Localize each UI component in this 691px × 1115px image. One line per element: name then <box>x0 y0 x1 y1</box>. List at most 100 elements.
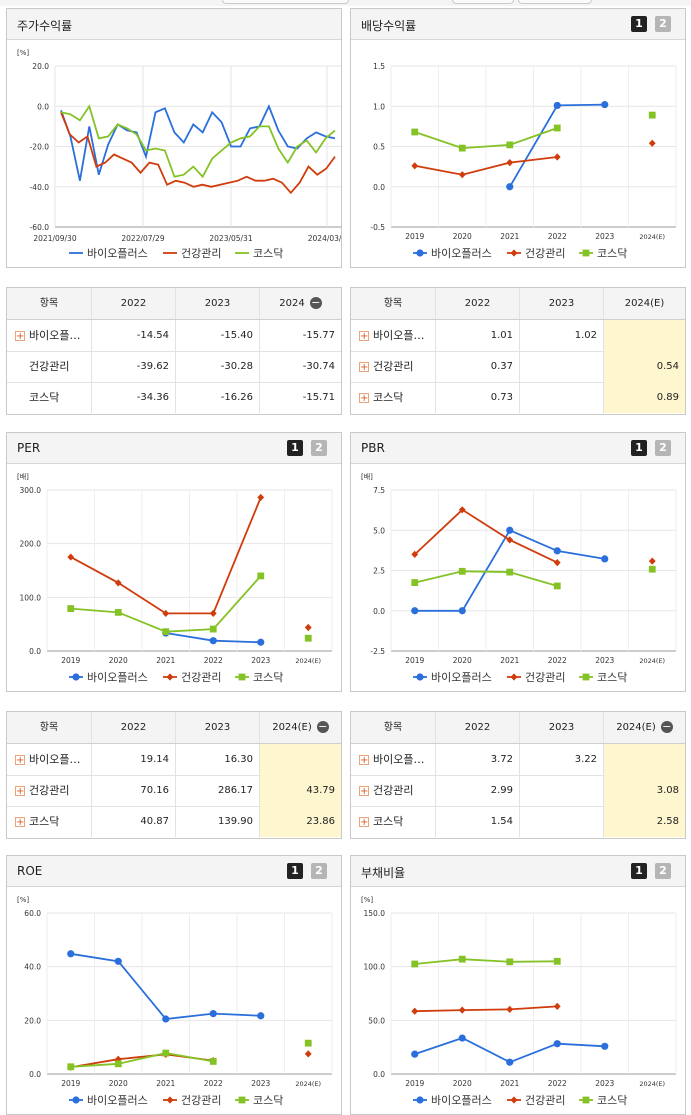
data-point-kosdaq <box>458 567 466 575</box>
plus-square-icon[interactable]: + <box>15 817 25 828</box>
top-control-right[interactable] <box>518 0 592 4</box>
row-label: 코스닥 <box>373 391 404 404</box>
series-line-kosdaq <box>414 570 558 587</box>
x-tick-label: 2019 <box>61 656 80 665</box>
plus-square-icon[interactable]: + <box>15 786 25 797</box>
data-point-kosdaq <box>506 141 514 149</box>
top-control-left[interactable] <box>222 0 349 4</box>
pager-button-2[interactable]: 2 <box>655 16 671 32</box>
plus-square-icon[interactable]: + <box>15 755 25 766</box>
panel-header: ROE 1 2 <box>7 856 341 887</box>
table-cell: 23.86 <box>259 806 341 837</box>
pager-button-1[interactable]: 1 <box>631 863 647 879</box>
pager-button-1[interactable]: 1 <box>631 16 647 32</box>
row-label-cell: + 바이오플… <box>7 744 91 775</box>
data-point-kosdaq <box>67 1063 75 1071</box>
x-tick-label: 2022 <box>548 1079 567 1088</box>
legend-item-bio: 바이오플러스 <box>431 1094 492 1107</box>
row-label: 코스닥 <box>29 391 60 404</box>
data-point-health <box>506 159 514 167</box>
table-header-cell: 2022 <box>435 712 519 743</box>
legend-marker-kosdaq <box>582 249 590 257</box>
x-tick-label: 2022 <box>548 656 567 665</box>
panel-title: PER <box>17 441 41 455</box>
header-label: 2024(E) <box>624 298 665 309</box>
table-header-cell: 2024− <box>259 288 341 319</box>
legend-item-kosdaq: 코스닥 <box>597 247 627 260</box>
legend-item-kosdaq: 코스닥 <box>597 1094 627 1107</box>
series-line-kosdaq <box>60 104 336 179</box>
data-point-bio <box>506 526 514 534</box>
header-label: 항목 <box>383 298 403 309</box>
data-point-kosdaq <box>114 1060 122 1068</box>
series-line-health <box>414 508 558 564</box>
table-header-cell: 2024(E) − <box>259 712 341 743</box>
data-point-health <box>114 579 122 587</box>
table-cell: 3.22 <box>519 744 603 775</box>
x-tick-label: 2020 <box>453 656 472 665</box>
data-point-health <box>411 162 419 170</box>
pager-button-2[interactable]: 2 <box>311 863 327 879</box>
x-tick-label: 2022 <box>204 1079 223 1088</box>
pager-button-1[interactable]: 1 <box>631 440 647 456</box>
legend-item-health: 건강관리 <box>181 247 221 260</box>
y-tick-label: 0.0 <box>373 1070 385 1079</box>
data-point-kosdaq <box>162 628 170 636</box>
plus-square-icon[interactable]: + <box>359 817 369 828</box>
x-tick-label: 2021/09/30 <box>33 234 76 243</box>
legend-marker-kosdaq <box>238 673 246 681</box>
pager-button-2[interactable]: 2 <box>311 440 327 456</box>
pager-button-2[interactable]: 2 <box>655 863 671 879</box>
top-control-middle[interactable] <box>452 0 514 4</box>
y-tick-label: 0.0 <box>37 102 49 111</box>
series-line-kosdaq <box>414 958 558 965</box>
panel-debt-ratio: 부채비율 1 2 [%] 150.0 100.0 50.0 0.0 2019 2020 2021 20… <box>350 855 686 1115</box>
pager-button-2[interactable]: 2 <box>655 440 671 456</box>
row-label: 바이오플… <box>29 329 81 342</box>
data-point-bio <box>458 607 466 615</box>
data-point-bio <box>506 1058 514 1066</box>
y-tick-label: -20.0 <box>30 143 50 152</box>
row-label: 건강관리 <box>373 784 414 797</box>
row-label: 건강관리 <box>373 360 414 373</box>
data-point-bio <box>458 1034 466 1042</box>
data-point-kosdaq <box>553 957 561 965</box>
y-tick-label: -40.0 <box>30 183 50 192</box>
series-line-kosdaq <box>70 575 262 633</box>
row-label: 바이오플… <box>373 329 425 342</box>
series-line-health <box>414 156 558 176</box>
y-tick-label: 150.0 <box>364 909 386 918</box>
data-point-bio <box>506 183 514 191</box>
unit-label: [배] <box>361 472 373 481</box>
panel-header: 부채비율 1 2 <box>351 856 685 887</box>
plus-square-icon[interactable]: + <box>359 393 369 404</box>
table-header-cell: 2023 <box>175 288 259 319</box>
plus-square-icon[interactable]: + <box>15 331 25 342</box>
pager-button-1[interactable]: 1 <box>287 440 303 456</box>
table-row: + 건강관리 0.37 0.54 <box>351 351 685 383</box>
unit-label: [%] <box>361 896 373 904</box>
data-point-health <box>458 171 466 179</box>
plus-square-icon[interactable]: + <box>359 362 369 373</box>
row-label-cell: + 코스닥 <box>7 806 91 837</box>
row-label-cell: + 건강관리 <box>351 775 435 806</box>
data-point-kosdaq <box>411 960 419 968</box>
row-label-cell: 코스닥 <box>7 382 91 413</box>
data-point-bio <box>553 1040 561 1048</box>
table-header-cell: 2022 <box>91 712 175 743</box>
plus-square-icon[interactable]: + <box>359 755 369 766</box>
plus-square-icon[interactable]: + <box>359 331 369 342</box>
legend-item-bio: 바이오플러스 <box>431 247 492 260</box>
pager-button-1[interactable]: 1 <box>287 863 303 879</box>
plus-square-icon[interactable]: + <box>359 786 369 797</box>
series-line-kosdaq <box>70 1052 214 1068</box>
table-cell: -39.62 <box>91 351 175 382</box>
minus-circle-icon[interactable]: − <box>309 296 322 309</box>
table-header-cell: 2024(E) − <box>603 712 685 743</box>
data-point-health <box>553 153 561 161</box>
minus-circle-icon[interactable]: − <box>316 720 329 733</box>
minus-circle-icon[interactable]: − <box>660 720 673 733</box>
legend-marker-bio <box>416 673 424 681</box>
y-tick-label: 0.0 <box>373 183 385 192</box>
x-tick-label: 2019 <box>61 1079 80 1088</box>
